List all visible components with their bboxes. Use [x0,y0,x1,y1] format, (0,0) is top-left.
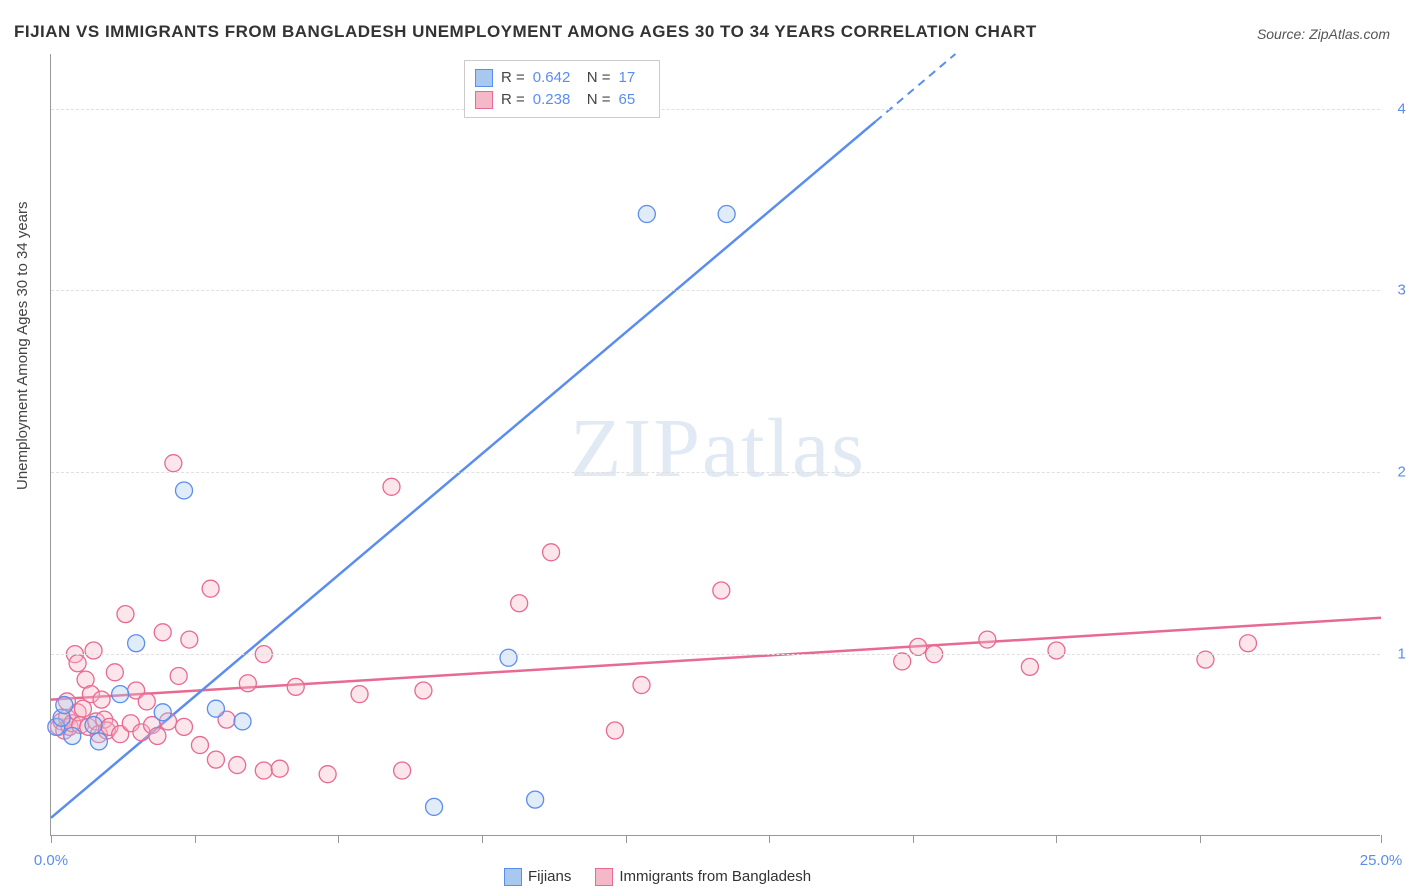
data-point [64,727,81,744]
data-point [69,655,86,672]
n-value: 65 [619,89,649,111]
data-point [271,760,288,777]
data-point [394,762,411,779]
r-value: 0.642 [533,67,579,89]
data-point [181,631,198,648]
x-tick [1056,835,1057,843]
data-point [165,455,182,472]
chart-title: FIJIAN VS IMMIGRANTS FROM BANGLADESH UNE… [14,22,1037,42]
r-label: R = [501,89,525,111]
data-point [511,595,528,612]
data-point [527,791,544,808]
x-tick [626,835,627,843]
data-point [713,582,730,599]
n-value: 17 [619,67,649,89]
data-point [633,677,650,694]
data-point [239,675,256,692]
data-point [176,482,193,499]
data-point [426,798,443,815]
data-point [543,544,560,561]
gridline [51,109,1380,110]
y-axis-label: Unemployment Among Ages 30 to 34 years [14,201,31,490]
data-point [112,686,129,703]
x-tick-label: 25.0% [1360,852,1403,869]
data-point [638,206,655,223]
n-label: N = [587,89,611,111]
x-tick [51,835,52,843]
source-label: Source: ZipAtlas.com [1257,26,1390,42]
correlation-legend: R = 0.642 N = 17 R = 0.238 N = 65 [464,60,660,118]
legend-item: Fijians [504,868,571,886]
data-point [207,751,224,768]
data-point [154,704,171,721]
data-point [93,691,110,708]
data-point [117,606,134,623]
legend-row: R = 0.642 N = 17 [475,67,649,89]
gridline [51,472,1380,473]
legend-label: Fijians [528,868,571,885]
x-tick [482,835,483,843]
data-point [500,649,517,666]
data-point [287,678,304,695]
data-point [56,697,73,714]
y-tick-label: 30.0% [1397,282,1406,299]
data-point [90,733,107,750]
data-point [606,722,623,739]
series-legend: Fijians Immigrants from Bangladesh [504,868,811,886]
x-tick [913,835,914,843]
data-point [128,635,145,652]
data-point [910,638,927,655]
legend-item: Immigrants from Bangladesh [595,868,811,886]
data-point [979,631,996,648]
legend-swatch [504,868,522,886]
legend-row: R = 0.238 N = 65 [475,89,649,111]
y-tick-label: 10.0% [1397,646,1406,663]
legend-label: Immigrants from Bangladesh [619,868,811,885]
data-point [229,757,246,774]
data-point [207,700,224,717]
plot-area: 10.0%20.0%30.0%40.0%0.0%25.0% [50,54,1380,836]
legend-swatch [595,868,613,886]
scatter-svg [51,54,1381,836]
data-point [234,713,251,730]
x-tick [195,835,196,843]
data-point [1048,642,1065,659]
data-point [1240,635,1257,652]
data-point [1021,658,1038,675]
r-label: R = [501,67,525,89]
gridline [51,290,1380,291]
data-point [894,653,911,670]
data-point [202,580,219,597]
gridline [51,654,1380,655]
data-point [191,737,208,754]
y-tick-label: 20.0% [1397,464,1406,481]
data-point [138,693,155,710]
y-tick-label: 40.0% [1397,100,1406,117]
data-point [415,682,432,699]
data-point [351,686,368,703]
data-point [383,478,400,495]
legend-swatch [475,69,493,87]
data-point [176,718,193,735]
r-value: 0.238 [533,89,579,111]
data-point [85,642,102,659]
x-tick [1200,835,1201,843]
data-point [255,762,272,779]
n-label: N = [587,67,611,89]
x-tick [1381,835,1382,843]
data-point [106,664,123,681]
data-point [149,727,166,744]
x-tick [338,835,339,843]
data-point [319,766,336,783]
x-tick [769,835,770,843]
data-point [718,206,735,223]
regression-line-dashed [876,54,956,121]
data-point [154,624,171,641]
legend-swatch [475,91,493,109]
data-point [85,717,102,734]
x-tick-label: 0.0% [34,852,68,869]
data-point [170,667,187,684]
